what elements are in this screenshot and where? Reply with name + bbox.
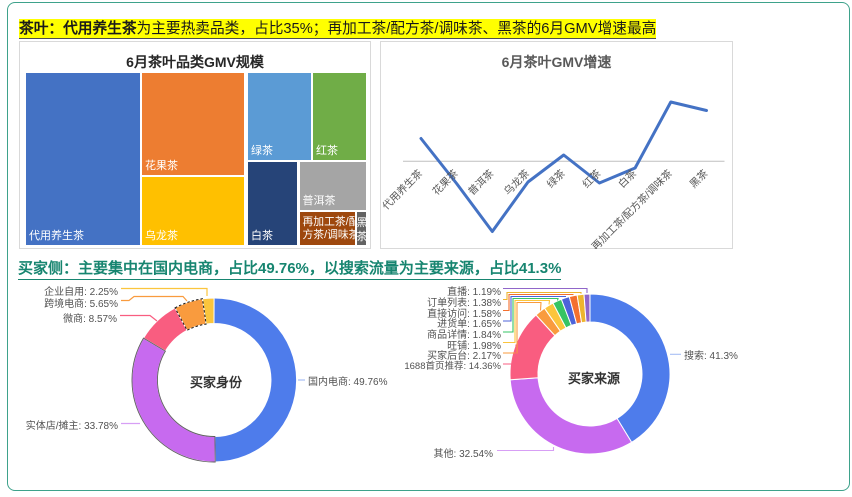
- svg-text:黑茶: 黑茶: [687, 167, 711, 191]
- svg-text:绿茶: 绿茶: [544, 167, 568, 191]
- svg-text:普洱茶: 普洱茶: [465, 167, 496, 198]
- svg-text:代用养生茶: 代用养生茶: [380, 167, 425, 213]
